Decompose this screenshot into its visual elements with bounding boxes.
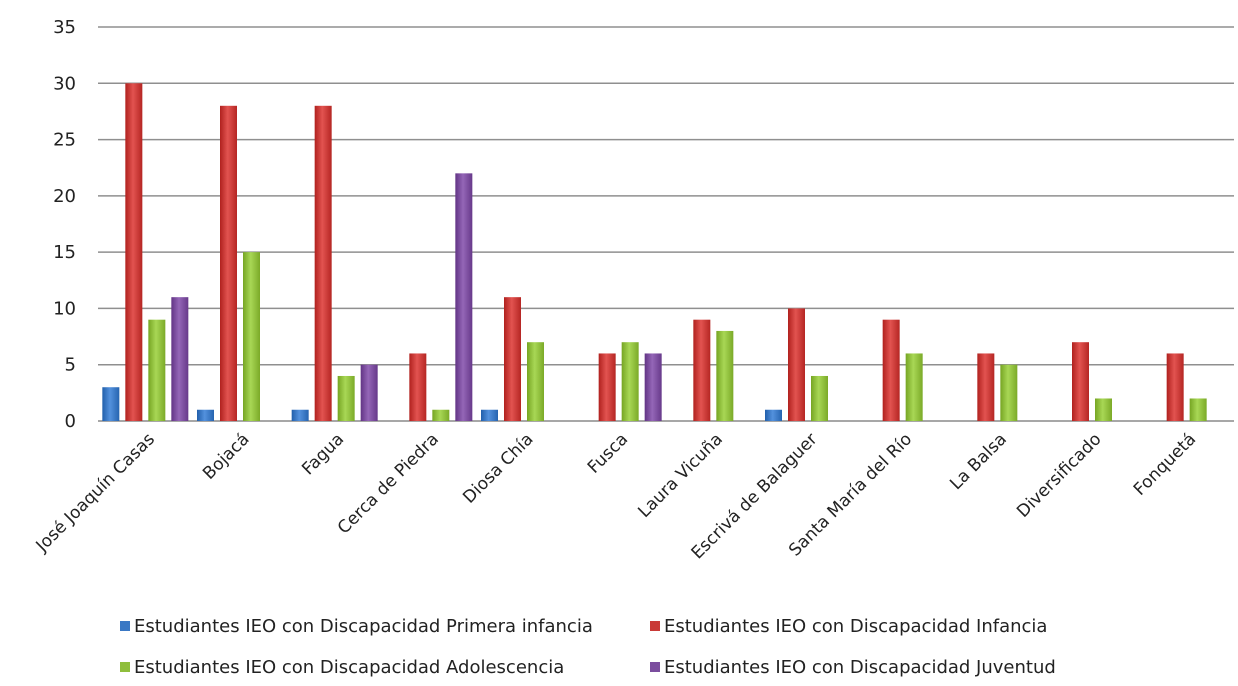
legend: Estudiantes IEO con Discapacidad Primera… [120,616,1056,678]
bar [1189,398,1207,421]
legend-label: Estudiantes IEO con Discapacidad Infanci… [664,616,1047,637]
gridlines [98,26,1234,422]
bar [291,409,309,421]
bar [102,387,120,421]
bar [598,353,616,421]
legend-swatch [650,621,660,631]
legend-label: Estudiantes IEO con Discapacidad Adolesc… [134,657,564,678]
bar [1000,364,1018,421]
legend-label: Estudiantes IEO con Discapacidad Primera… [134,616,593,637]
legend-item: Estudiantes IEO con Discapacidad Primera… [120,616,593,637]
y-tick-label: 25 [53,130,76,151]
bar [243,252,260,421]
bar [788,308,805,421]
x-tick-label: Fagua [298,429,348,479]
y-tick-label: 35 [53,17,76,38]
legend-swatch [120,621,130,631]
y-tick-label: 15 [53,242,76,263]
bar [693,319,711,421]
bar [337,375,355,421]
bar [905,353,923,421]
bar [220,105,237,422]
legend-item: Estudiantes IEO con Discapacidad Infanci… [650,616,1047,637]
x-tick-label: La Balsa [946,429,1011,494]
x-tick-label: Laura Vicuña [634,429,726,521]
x-tick-label: Diversificado [1013,429,1105,521]
bar [432,409,450,421]
bar [125,83,143,422]
bar [977,353,995,421]
bar [148,319,166,421]
legend-item: Estudiantes IEO con Discapacidad Adolesc… [120,657,564,678]
legend-swatch [120,662,130,672]
bar [1166,353,1184,421]
x-tick-label: Diosa Chía [459,429,537,507]
y-tick-label: 30 [53,73,76,94]
legend-label: Estudiantes IEO con Discapacidad Juventu… [664,657,1056,678]
x-tick-label: Fonquetá [1130,429,1200,499]
bar [504,297,521,421]
bar [644,353,662,421]
bar [314,105,332,422]
bar [621,342,639,421]
bar [455,173,473,421]
legend-item: Estudiantes IEO con Discapacidad Juventu… [650,657,1056,678]
bar [882,319,900,421]
bar [171,297,189,421]
y-tick-label: 5 [65,355,76,376]
bar [1072,342,1089,421]
y-tick-label: 0 [65,411,76,432]
bar [527,342,544,421]
y-tick-label: 10 [53,298,76,319]
bar [716,330,734,421]
bar [360,364,378,421]
bar [409,353,427,421]
bar [811,375,828,421]
y-axis: 0 5 10 15 20 25 30 35 [53,17,76,432]
bar [481,409,498,421]
x-tick-label: Cerca de Piedra [334,429,443,538]
x-tick-label: José Joaquín Casas [32,429,159,556]
legend-swatch [650,662,660,672]
x-tick-label: Bojacá [199,429,253,483]
x-tick-label: Fusca [584,429,632,477]
bars [102,83,1207,422]
y-tick-label: 20 [53,186,76,207]
bar [1095,398,1112,421]
bar [765,409,782,421]
bar [197,409,214,421]
